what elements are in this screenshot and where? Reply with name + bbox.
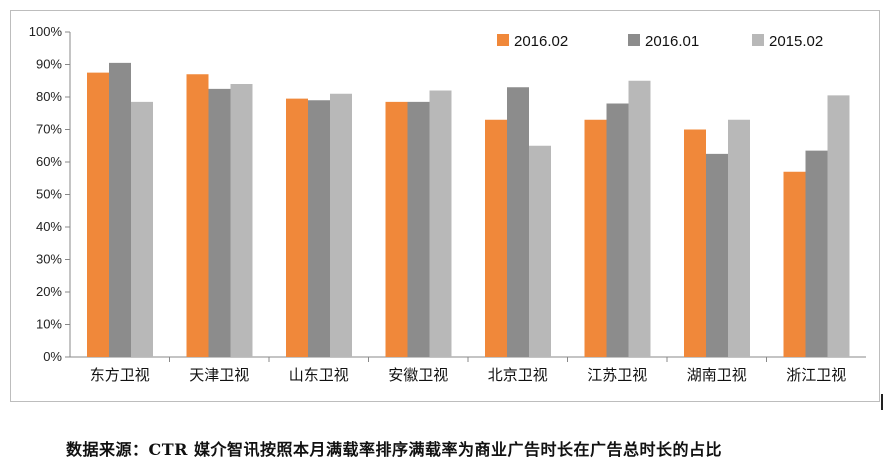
bar-2016.01 — [208, 88, 231, 357]
y-tick-label: 50% — [36, 187, 62, 202]
legend-label: 2016.02 — [514, 33, 568, 50]
x-tick-label: 浙江卫视 — [786, 366, 846, 384]
bar-2016.02 — [385, 101, 408, 357]
y-tick-label: 20% — [36, 284, 62, 299]
x-tick-label: 湖南卫视 — [687, 366, 747, 384]
bar-2016.01 — [407, 101, 430, 357]
y-tick-label: 30% — [36, 252, 62, 267]
y-tick-label: 10% — [36, 317, 62, 332]
x-tick-label: 安徽卫视 — [388, 366, 448, 384]
bar-2016.02 — [584, 119, 607, 357]
bar-2016.02 — [684, 129, 706, 357]
legend-swatch-2015.02 — [752, 34, 764, 46]
text-cursor — [881, 394, 883, 410]
bar-2015.02 — [827, 95, 850, 357]
y-tick-label: 80% — [36, 89, 62, 104]
legend-label: 2016.01 — [645, 33, 699, 50]
legend-label: 2015.02 — [769, 33, 823, 50]
y-tick-label: 60% — [36, 154, 62, 169]
x-tick-label: 山东卫视 — [289, 366, 349, 384]
bar-2015.02 — [131, 101, 153, 357]
y-tick-label: 90% — [36, 57, 62, 72]
bar-2015.02 — [628, 80, 651, 357]
bar-2016.02 — [87, 72, 109, 357]
bar-2016.01 — [706, 153, 728, 357]
bar-2016.02 — [783, 171, 806, 357]
y-tick-label: 70% — [36, 122, 62, 137]
bar-2015.02 — [429, 90, 452, 357]
bar-2016.02 — [186, 74, 209, 357]
y-tick-label: 100% — [29, 24, 63, 39]
source-caption: 数据来源：CTR 媒介智讯按照本月满载率排序满载率为商业广告时长在广告总时长的占… — [66, 440, 723, 459]
bar-2016.01 — [606, 103, 629, 357]
x-tick-label: 东方卫视 — [90, 366, 150, 384]
x-tick-label: 天津卫视 — [189, 366, 249, 384]
y-tick-label: 0% — [43, 349, 62, 364]
bar-2015.02 — [529, 145, 551, 357]
bar-2015.02 — [230, 84, 253, 357]
bar-2016.02 — [286, 98, 308, 357]
bar-2016.01 — [308, 100, 330, 357]
legend-swatch-2016.01 — [628, 34, 640, 46]
bar-2016.02 — [485, 119, 507, 357]
legend-swatch-2016.02 — [497, 34, 509, 46]
bar-2016.01 — [805, 150, 828, 357]
bar-2016.01 — [109, 62, 131, 357]
bar-2015.02 — [728, 119, 750, 357]
y-tick-label: 40% — [36, 219, 62, 234]
bar-2015.02 — [330, 93, 352, 357]
x-tick-label: 江苏卫视 — [587, 366, 647, 384]
bar-2016.01 — [507, 87, 529, 357]
x-tick-label: 北京卫视 — [488, 366, 548, 384]
